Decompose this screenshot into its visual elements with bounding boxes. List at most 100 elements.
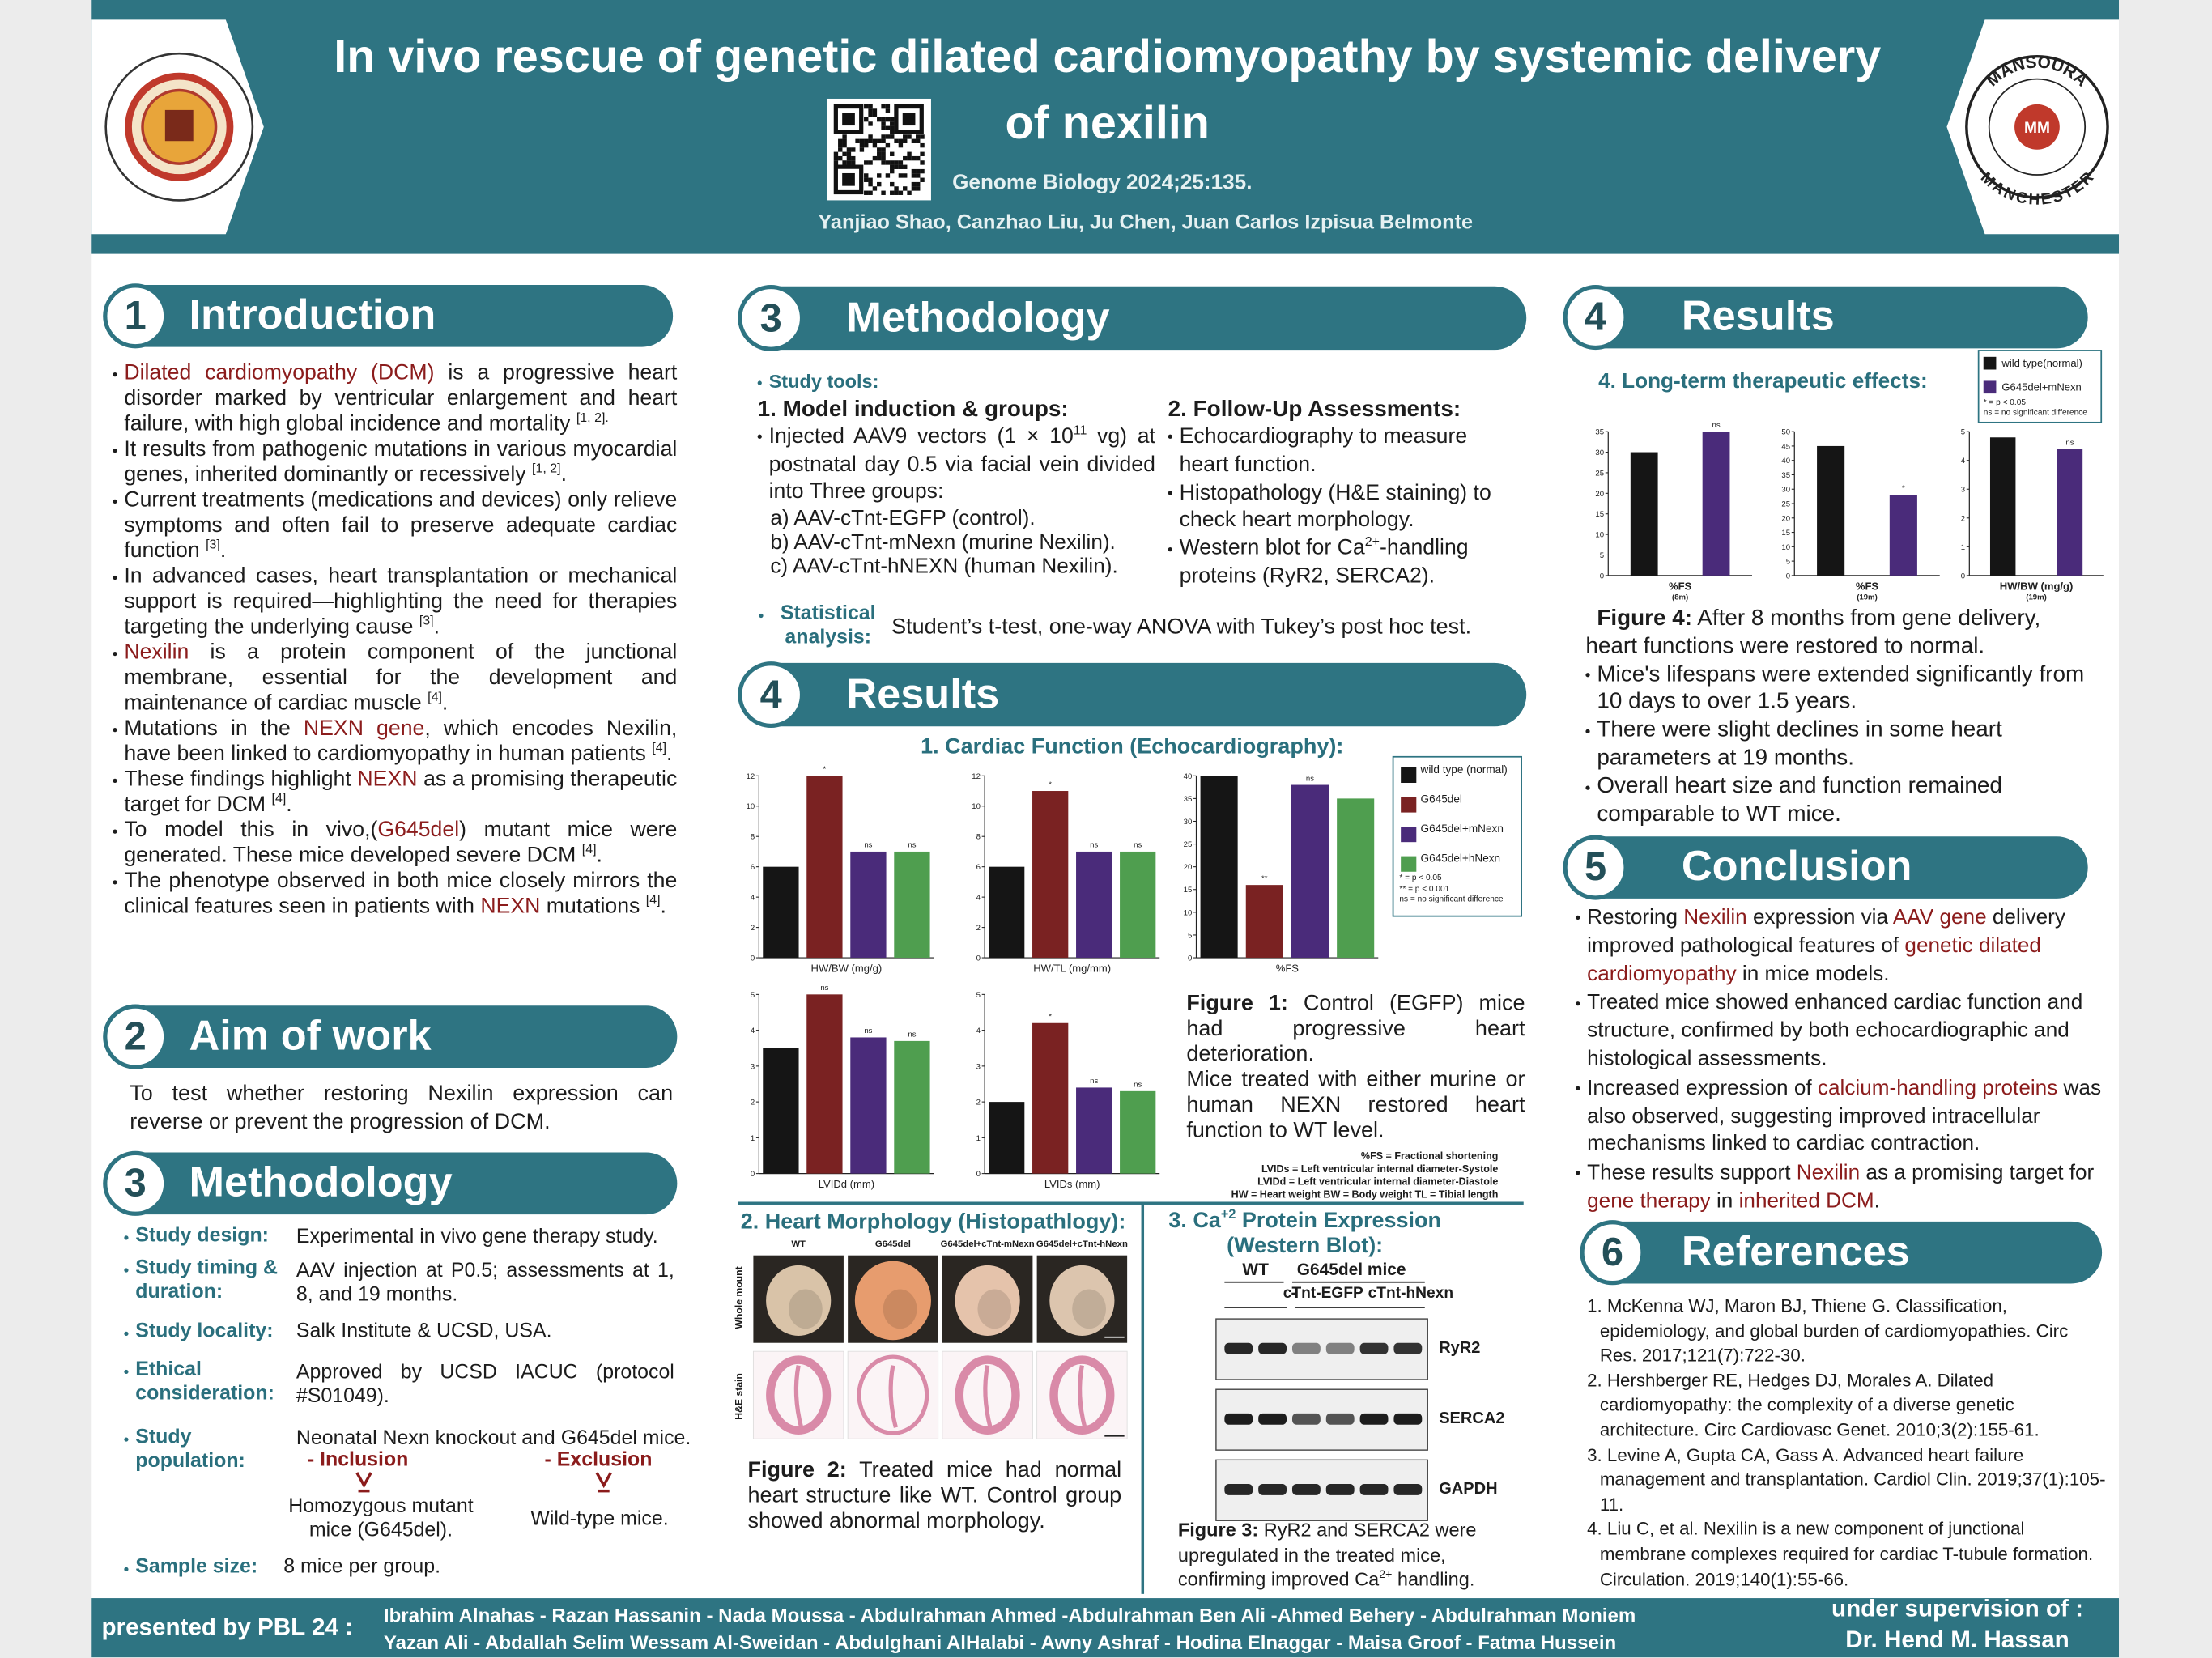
y-tick-label: 0 <box>1600 572 1604 580</box>
text-run: . <box>560 462 567 487</box>
section-title: Methodology <box>189 1159 453 1206</box>
text-run: , which encodes Nexilin, have been linke… <box>124 716 678 767</box>
qr-cell <box>868 181 873 187</box>
qr-cell <box>877 138 882 143</box>
caption-box: Figure 3: RyR2 and SERCA2 were upregulat… <box>1178 1518 1505 1592</box>
section-number: 3 <box>738 284 805 351</box>
y-tick-label: 10 <box>746 802 755 811</box>
paragraph: 2. Hershberger RE, Hedges DJ, Morales A.… <box>1587 1369 2040 1440</box>
paragraph: * = p < 0.05 <box>1983 399 2026 408</box>
paragraph: Treated mice showed enhanced cardiac fun… <box>1576 989 2104 1073</box>
x-axis-label: %FS <box>1276 962 1300 974</box>
legend-label: G645del+mNexn <box>1420 822 1504 835</box>
y-tick-label: 4 <box>1961 457 1966 466</box>
highlight-text: Nexilin <box>1796 1161 1861 1185</box>
y-tick-label: 15 <box>1595 510 1604 519</box>
text-run: Control (EGFP) mice had progressive hear… <box>1186 991 1525 1067</box>
paragraph: Injected AAV9 vectors (1 × 1011 vg) at p… <box>757 423 1155 506</box>
legend-swatch <box>1983 356 1997 370</box>
qr-cell <box>890 121 895 126</box>
section-header-bar <box>1591 286 2088 349</box>
team-names: Ibrahim Alnahas - Razan Hassanin - Nada … <box>383 1605 1636 1626</box>
qr-cell <box>872 113 878 117</box>
qr-cell <box>846 155 852 161</box>
y-tick-label: 3 <box>751 1062 755 1071</box>
y-tick-label: 5 <box>1961 428 1965 437</box>
y-tick-label: 2 <box>751 924 755 933</box>
row-label: H&E stain <box>734 1373 745 1420</box>
x-axis-sublabel: (19m) <box>2026 593 2047 602</box>
significance-label: ns <box>1090 841 1098 850</box>
qr-cell <box>881 147 886 152</box>
bar <box>1817 445 1845 576</box>
y-tick-label: 1 <box>976 1134 981 1143</box>
qr-cell <box>890 134 895 139</box>
qr-cell <box>890 168 895 174</box>
supervisor: Dr. Hend M. Hassan <box>1845 1626 2069 1654</box>
logo-emblem <box>164 109 194 142</box>
legend-swatch <box>1401 856 1417 872</box>
y-tick-label: 35 <box>1781 471 1790 480</box>
qr-cell <box>851 147 856 152</box>
text-run: To model this in vivo,( <box>124 818 378 843</box>
text-run: These findings highlight <box>124 767 358 792</box>
poster-title: of nexilin <box>1005 96 1210 148</box>
qr-code <box>827 98 931 201</box>
y-tick-label: 5 <box>751 991 755 1000</box>
qr-cell <box>885 142 891 148</box>
bar <box>2057 449 2083 576</box>
paragraph: Dilated cardiomyopathy (DCM) is a progre… <box>113 361 677 437</box>
text-run: Protein Expression (Western Blot): <box>1227 1209 1442 1259</box>
qr-cell <box>916 134 921 139</box>
qr-cell <box>838 142 843 148</box>
paragraph: %FS = Fractional shortening <box>1360 1150 1499 1163</box>
bar <box>850 1037 887 1174</box>
arrows <box>355 1472 612 1493</box>
lane-header: cTnt-EGFP <box>1283 1285 1363 1303</box>
significance-label: * <box>1902 484 1905 493</box>
y-tick-label: 30 <box>1781 486 1790 495</box>
highlight-text: NEXN gene <box>303 716 425 741</box>
y-tick-label: 30 <box>1595 449 1604 457</box>
header-band <box>91 0 2120 254</box>
figure-title: 1. Cardiac Function (Echocardiography): <box>921 734 1344 759</box>
qr-cell <box>907 190 912 195</box>
y-tick-label: 25 <box>1595 469 1604 478</box>
y-tick-label: 5 <box>976 991 981 1000</box>
highlight-text: gene therapy <box>1587 1188 1711 1214</box>
text-run: mutations <box>540 894 646 919</box>
he-septum <box>888 1365 898 1428</box>
row-value: AAV injection at P0.5; assessments at 1,… <box>296 1259 674 1307</box>
section-number: 1 <box>103 283 168 349</box>
bar-chart: 0 2 4 6 8 10 12 * ns ns HW/BW (mg/g) <box>746 765 934 974</box>
bar <box>894 1040 930 1174</box>
highlight-text: genetic dilated cardiomyopathy <box>1587 933 2041 986</box>
text-run: Current treatments (medications and devi… <box>124 487 678 563</box>
bar <box>1076 1087 1112 1174</box>
text-run: . <box>219 538 227 563</box>
highlight-text: NEXN <box>357 767 418 792</box>
y-tick-label: 10 <box>1781 543 1790 552</box>
qr-cell <box>907 155 912 161</box>
bar <box>1120 851 1156 959</box>
qr-cell <box>877 173 882 178</box>
row-label: Study design: <box>124 1224 269 1248</box>
protein-label: RyR2 <box>1439 1340 1481 1358</box>
qr-cell <box>894 164 899 169</box>
qr-cell <box>916 168 921 174</box>
logo-mark: MM <box>2024 120 2050 137</box>
qr-cell <box>868 108 873 113</box>
section-header-bar <box>1608 1221 2103 1284</box>
qr-finder <box>842 113 855 126</box>
qr-cell <box>838 138 843 143</box>
qr-cell <box>877 151 882 156</box>
row-label: Study locality: <box>124 1320 274 1345</box>
qr-cell <box>877 155 882 161</box>
qr-cell <box>894 186 899 191</box>
y-tick-label: 3 <box>976 1062 981 1071</box>
qr-cell <box>842 142 847 148</box>
heart-photo <box>1049 1265 1115 1337</box>
heart-photo <box>854 1261 931 1341</box>
heart-shade <box>788 1289 823 1329</box>
x-axis-label: LVIDs (mm) <box>1044 1178 1100 1190</box>
